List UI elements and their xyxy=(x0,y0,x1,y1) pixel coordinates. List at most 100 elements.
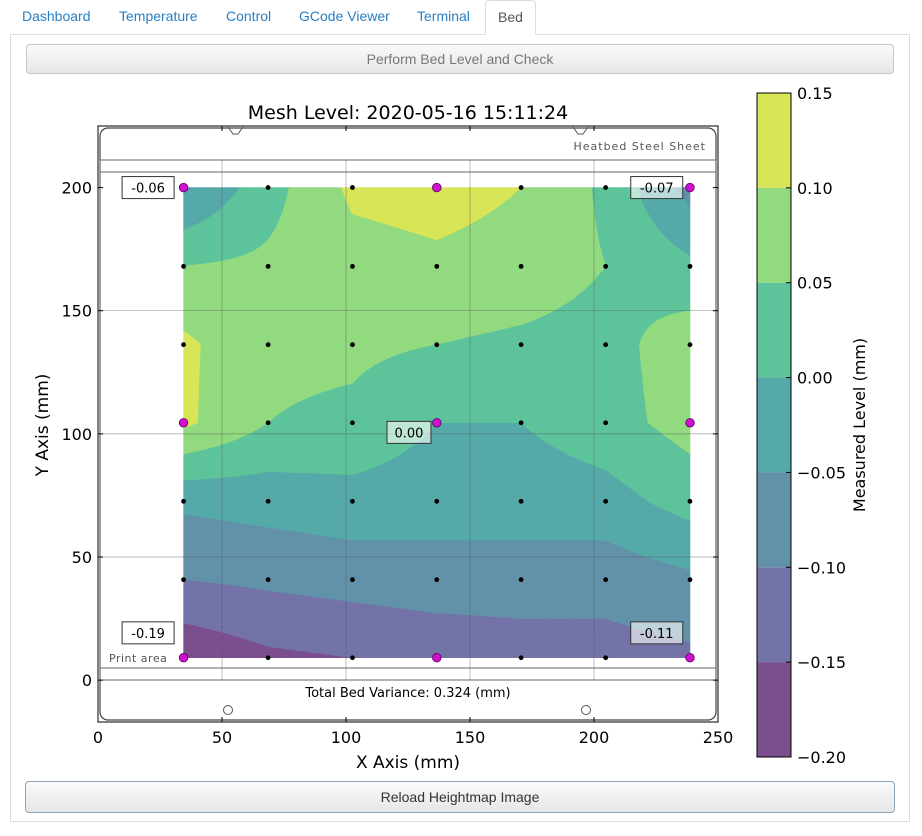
bed-overlay xyxy=(99,126,717,721)
colorbar-tick-label: 0.10 xyxy=(797,179,833,198)
probe-point xyxy=(350,655,355,661)
colorbar-segment-6 xyxy=(757,93,791,188)
probe-point xyxy=(181,577,186,583)
probe-point xyxy=(434,263,440,269)
probe-point xyxy=(687,577,693,583)
probe-point xyxy=(434,577,440,583)
probe-point xyxy=(518,342,524,348)
colorbar-tick-label: −0.10 xyxy=(797,558,846,577)
plot-frame xyxy=(97,125,719,723)
tab-control[interactable]: Control xyxy=(226,8,272,24)
tab-bed[interactable]: Bed xyxy=(485,0,536,35)
probe-point xyxy=(265,420,271,426)
colorbar-segment-4 xyxy=(757,282,791,378)
tab-gcode-viewer[interactable]: GCode Viewer xyxy=(299,8,390,24)
y-tick-label: 50 xyxy=(72,548,92,567)
perform-bed-level-button[interactable]: Perform Bed Level and Check xyxy=(26,44,894,74)
colorbar-tick-label: 0.05 xyxy=(797,274,833,293)
probe-point xyxy=(265,263,271,269)
tab-terminal[interactable]: Terminal xyxy=(417,8,470,24)
annotation-value: -0.07 xyxy=(640,182,674,197)
y-tick-label: 150 xyxy=(61,302,92,321)
probe-point xyxy=(350,498,355,504)
reload-heightmap-button[interactable]: Reload Heightmap Image xyxy=(25,781,895,813)
probe-point xyxy=(265,185,271,190)
probe-point xyxy=(603,498,609,504)
colorbar-tick-label: −0.05 xyxy=(797,463,846,482)
calibration-point xyxy=(432,418,442,428)
colorbar-tick-label: 0.15 xyxy=(797,84,833,103)
probe-point xyxy=(265,655,271,661)
tab-bar: Dashboard Temperature Control GCode View… xyxy=(10,0,910,35)
axes: 0 50 100 150 200 250 0 50 100 150 200 xyxy=(61,125,734,747)
calibration-point xyxy=(685,653,695,663)
probe-point xyxy=(603,185,609,190)
probe-point xyxy=(687,498,693,504)
calibration-point xyxy=(432,182,442,193)
contour-regions xyxy=(183,186,691,659)
probe-point xyxy=(518,263,524,269)
colorbar-segment-3 xyxy=(757,377,791,473)
probe-point xyxy=(265,498,271,504)
annotation-box xyxy=(386,420,432,444)
probe-point xyxy=(603,420,609,426)
probe-point xyxy=(518,577,524,583)
probe-point xyxy=(350,577,355,583)
colorbar-frame xyxy=(756,92,792,758)
probe-point xyxy=(434,498,440,504)
bed-variance-text: Total Bed Variance: 0.324 (mm) xyxy=(304,686,510,701)
probe-point xyxy=(350,342,355,348)
colorbar-tick-label: −0.15 xyxy=(797,653,846,672)
x-tick-label: 150 xyxy=(455,728,486,747)
annotation-box xyxy=(121,621,175,645)
probe-point xyxy=(350,263,355,269)
contour-band-1 xyxy=(183,579,691,659)
probe-point xyxy=(518,185,524,190)
probe-point xyxy=(603,342,609,348)
colorbar-segment-1 xyxy=(757,567,791,663)
calibration-point xyxy=(178,653,189,663)
colorbar-label: Measured Level (mm) xyxy=(850,338,869,512)
heatbed-label: Heatbed Steel Sheet xyxy=(573,140,706,153)
annotation-box xyxy=(630,176,684,200)
probe-point xyxy=(181,342,186,348)
colorbar: −0.20 −0.15 −0.10 −0.05 0.00 0.05 0.10 0.15 xyxy=(756,84,846,767)
contour-band-4 xyxy=(183,186,691,522)
x-tick-label: 200 xyxy=(579,728,610,747)
probe-point xyxy=(687,263,693,269)
probe-point xyxy=(518,498,524,504)
tab-temperature[interactable]: Temperature xyxy=(119,8,198,24)
calibration-point xyxy=(685,418,695,428)
y-tick-label: 0 xyxy=(82,671,92,690)
corner-annotations: -0.06 -0.07 0.00 -0.19 -0.11 xyxy=(121,176,684,645)
print-area-label: Print area xyxy=(109,652,167,665)
probe-point xyxy=(603,655,609,661)
y-tick-label: 200 xyxy=(61,179,92,198)
y-axis-label: Y Axis (mm) xyxy=(33,374,53,478)
x-tick-label: 100 xyxy=(331,728,362,747)
x-tick-label: 0 xyxy=(93,728,103,747)
calibration-point xyxy=(685,182,695,193)
calibration-point xyxy=(432,653,442,663)
probe-point xyxy=(518,655,524,661)
colorbar-segment-5 xyxy=(757,187,791,283)
tab-dashboard[interactable]: Dashboard xyxy=(22,8,91,24)
probe-point xyxy=(181,498,186,504)
colorbar-tick-label: 0.00 xyxy=(797,369,833,388)
x-tick-label: 250 xyxy=(703,728,734,747)
annotation-value: 0.00 xyxy=(395,426,424,441)
probe-point xyxy=(265,342,271,348)
x-axis-label: X Axis (mm) xyxy=(356,753,460,773)
calibration-point xyxy=(178,182,189,193)
probe-point xyxy=(687,342,693,348)
contour-band-5 xyxy=(183,186,691,455)
probe-point xyxy=(603,263,609,269)
bed-hole-left xyxy=(223,705,233,715)
probe-point xyxy=(350,420,355,426)
annotation-value: -0.06 xyxy=(131,182,165,197)
annotation-box xyxy=(121,176,175,200)
annotation-box xyxy=(630,621,684,645)
annotation-value: -0.11 xyxy=(640,627,674,642)
colorbar-segment-0 xyxy=(757,662,791,757)
